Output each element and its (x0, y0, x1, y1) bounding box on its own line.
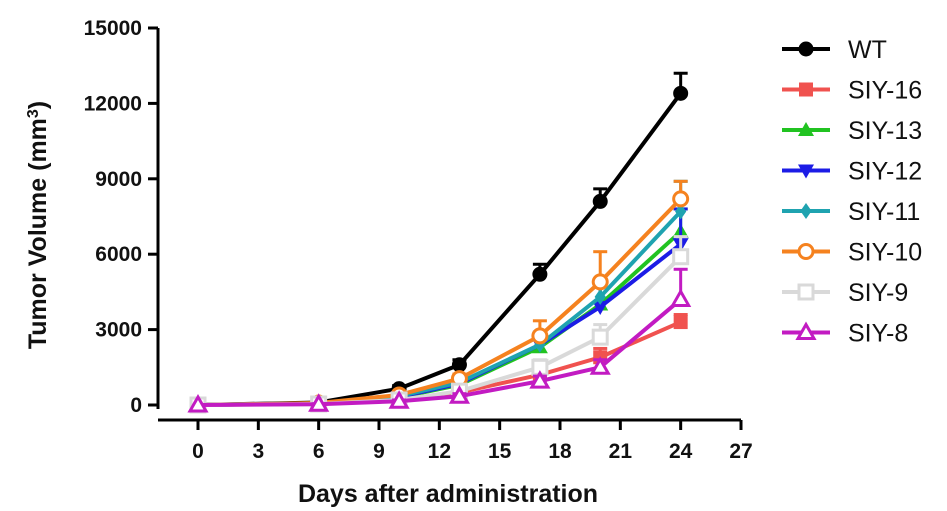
y-tick-label: 3000 (95, 319, 142, 342)
data-point (672, 248, 690, 266)
data-point (675, 203, 687, 220)
data-point (451, 357, 467, 373)
series-line (197, 242, 682, 407)
y-axis-title-main: Tumor Volume (mm (24, 118, 52, 349)
legend-label: SIY-12 (848, 158, 922, 186)
data-point (589, 356, 611, 375)
legend-label: SIY-13 (848, 117, 922, 145)
x-tick-label: 6 (313, 440, 325, 463)
data-point (187, 393, 209, 413)
x-axis: 0 3 6 9 12 15 18 21 24 27 (158, 418, 753, 463)
y-axis-title: Tumor Volume (mm3) (24, 101, 52, 349)
data-point (594, 288, 606, 305)
y-axis: 0 3000 6000 9000 12000 15000 (84, 17, 160, 417)
y-tick-label: 12000 (84, 92, 142, 115)
x-tick-label: 21 (609, 440, 633, 463)
legend-item-siy-11: SIY-11 (782, 198, 920, 226)
series-plot-area (187, 71, 692, 414)
legend-item-siy-10: SIY-10 (782, 239, 922, 267)
legend-label: SIY-10 (848, 239, 922, 267)
legend-marker (798, 41, 814, 57)
legend-item-siy-13: SIY-13 (782, 117, 922, 145)
data-point (591, 328, 609, 346)
data-point (592, 193, 608, 209)
y-tick-label: 9000 (95, 168, 142, 191)
legend-marker (798, 122, 814, 136)
series-siy-8 (187, 267, 692, 413)
legend-marker (798, 164, 814, 179)
data-point (529, 370, 551, 389)
data-point (670, 288, 692, 307)
legend-marker (799, 82, 813, 97)
legend-marker (797, 243, 815, 260)
y-tick-label: 6000 (95, 243, 142, 266)
data-point (532, 266, 548, 282)
y-axis-title-close: ) (24, 101, 52, 109)
legend-label: SIY-11 (848, 198, 920, 226)
data-point (388, 390, 410, 409)
x-tick-label: 27 (729, 440, 752, 463)
y-tick-label: 15000 (84, 17, 142, 40)
series-siy-13 (190, 207, 689, 411)
x-tick-label: 3 (252, 440, 264, 463)
x-tick-label: 18 (548, 440, 572, 463)
legend-item-siy-9: SIY-9 (782, 279, 908, 307)
legend-item-siy-12: SIY-12 (782, 158, 922, 186)
series-line (197, 230, 683, 407)
series-wt (190, 71, 689, 413)
data-point (672, 190, 690, 208)
data-point (592, 300, 609, 315)
legend-marker (795, 321, 817, 340)
data-point (531, 327, 549, 345)
x-tick-label: 9 (373, 440, 385, 463)
x-tick-label: 15 (488, 440, 512, 463)
data-point (448, 385, 471, 404)
data-point (308, 393, 330, 412)
legend-label: WT (848, 36, 887, 64)
legend-item-siy-8: SIY-8 (782, 320, 908, 348)
legend-item-wt: WT (782, 36, 887, 64)
legend-marker (800, 203, 812, 219)
legend-label: SIY-9 (848, 279, 908, 307)
series-line (197, 210, 683, 407)
data-point (591, 273, 609, 291)
legend: WT SIY-16 SIY-13 SIY-12 SIY-11 SIY-10 SIY-9 SIY… (782, 36, 922, 348)
x-tick-label: 0 (192, 440, 204, 463)
legend-label: SIY-16 (848, 77, 922, 105)
x-tick-label: 24 (669, 440, 693, 463)
data-point (673, 85, 689, 101)
data-point (673, 315, 688, 330)
legend-item-siy-16: SIY-16 (782, 77, 922, 105)
x-axis-title: Days after administration (298, 480, 598, 508)
x-tick-label: 12 (428, 440, 451, 463)
legend-label: SIY-8 (848, 320, 908, 348)
y-tick-label: 0 (130, 394, 142, 417)
y-axis-title-sup: 3 (25, 109, 42, 118)
legend-marker (797, 283, 815, 301)
